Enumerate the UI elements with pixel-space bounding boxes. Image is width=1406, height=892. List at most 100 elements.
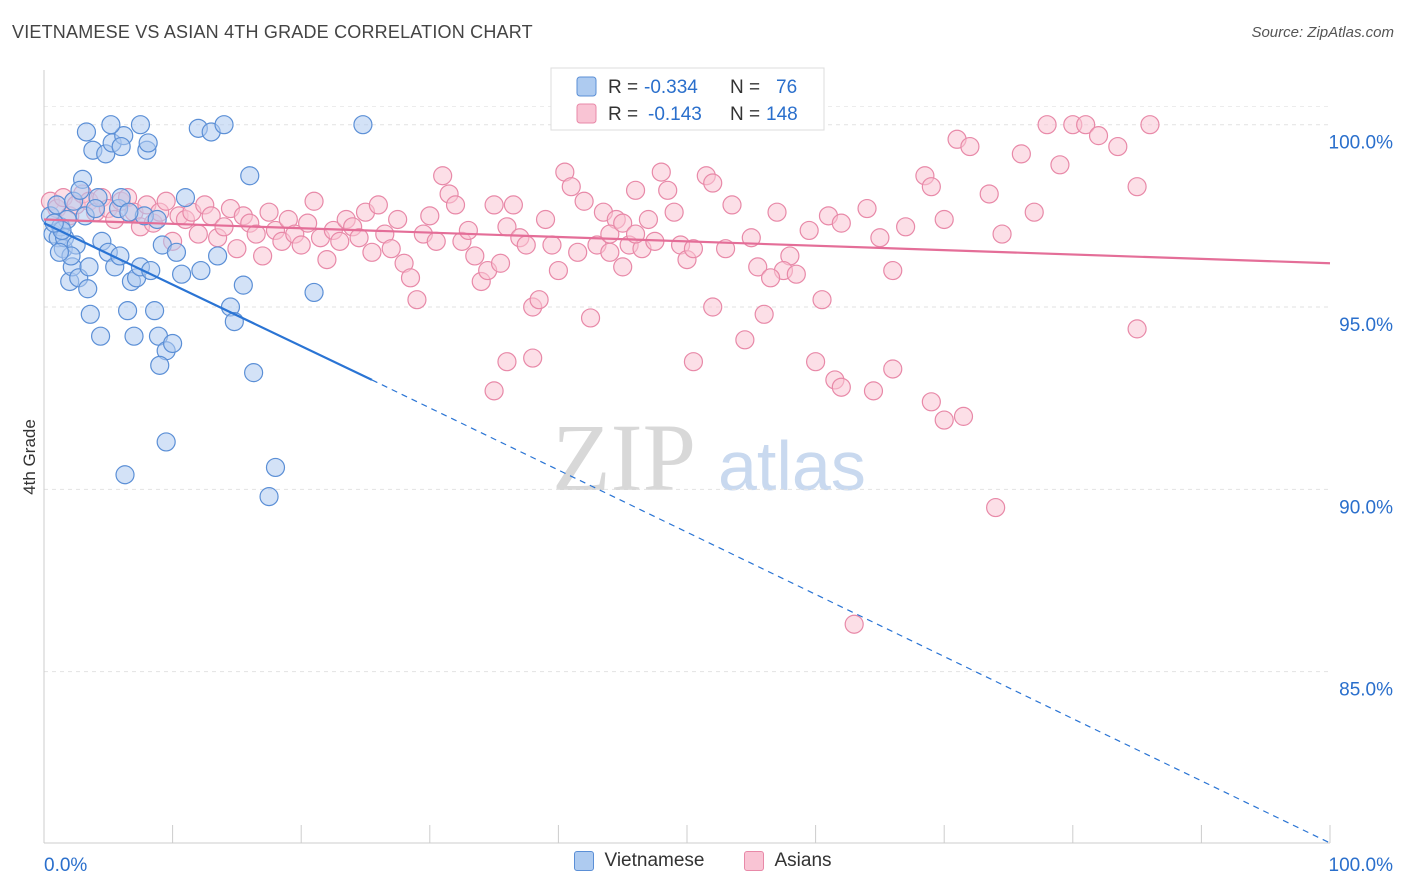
vietnamese-point [191,260,211,281]
vietnamese-point [175,188,196,208]
y-tick-label: 95.0% [1339,315,1393,336]
x-ticks [43,825,1331,843]
asians-point [658,180,678,200]
asians-point [349,228,369,248]
asians-point [388,209,408,230]
vietnamese-point [49,242,70,262]
asians-point [490,253,511,273]
vietnamese-trend-line [43,222,373,381]
asians-point [921,392,941,412]
asians-point [529,290,549,310]
asians-point [831,213,851,233]
asians-point [992,224,1012,244]
asians-point [799,220,819,241]
asians-trend-line [43,218,1331,265]
asians-point [863,381,884,401]
asians-point [368,195,388,215]
asians-point [1050,155,1070,175]
asians-point [433,166,453,186]
asians-point [651,162,671,182]
asians-point [760,268,781,288]
asians-point [844,614,864,634]
asians-point [381,239,401,259]
vietnamese-point [244,363,264,383]
asians-point [934,209,954,230]
legend-item-vietnamese[interactable]: Vietnamese [574,850,704,872]
asians-point [362,242,382,262]
asians-point [1088,126,1109,146]
asians-point [722,195,742,215]
vietnamese-swatch [576,76,597,97]
asians-point [1140,115,1160,135]
vietnamese-point [233,275,253,295]
vietnamese-point [44,213,64,233]
asians-point [703,173,723,193]
asians-point [246,224,266,244]
vietnamese-point [79,257,99,277]
vietnamese-point [156,432,176,452]
watermark-atlas: atlas [718,427,866,505]
asians-point [870,228,890,248]
asians-point [786,264,806,284]
vietnamese-point [90,326,111,346]
asians-point [735,330,755,350]
asians-point [857,198,877,219]
y-axis-label: 4th Grade [20,419,39,495]
asians-point [523,348,543,368]
vietnamese-point [353,115,373,135]
vietnamese-point [166,242,187,262]
asians-point [921,177,941,197]
asians-point [960,136,980,157]
legend-item-asians[interactable]: Asians [744,850,832,872]
watermark-zip: ZIP [552,404,696,511]
vietnamese-point [138,133,158,153]
vietnamese-point [85,198,106,219]
x-tick-label-min: 0.0% [44,855,87,876]
y-tick-label: 90.0% [1339,497,1393,518]
asians-point [291,235,311,255]
legend-label-vietnamese: Vietnamese [604,850,705,871]
asians-point [253,246,273,266]
asians-point [638,209,659,230]
chart-title: VIETNAMESE VS ASIAN 4TH GRADE CORRELATIO… [12,22,533,42]
vietnamese-point [265,457,286,478]
asians-point [883,260,903,281]
asians-point [561,177,581,197]
asians-r-value: -0.143 [648,104,702,125]
vietnamese-point [172,264,192,284]
asians-point [1076,115,1096,135]
asians-point [1024,202,1044,222]
asians-point [613,257,633,277]
asians-point [754,304,774,324]
asians-point [953,406,974,426]
vietnamese-point [124,326,144,346]
asians-point [497,352,517,372]
asians-point [484,195,504,215]
asians-point [407,290,427,310]
asians-swatch [576,103,597,124]
asians-n-value: 148 [766,104,798,125]
asians-point [259,202,279,222]
asians-point [1127,177,1147,197]
vietnamese-point [70,180,90,200]
vietnamese-point [119,202,139,222]
asians-point [465,246,485,266]
asians-point [156,191,176,211]
asians-point [805,352,826,372]
asians-point [580,308,601,328]
asians-point [741,228,761,248]
vietnamese-point [304,282,324,303]
asians-point [831,377,851,397]
vietnamese-point [163,333,183,354]
asians-point [934,410,954,430]
vietnamese-point [78,279,98,299]
stats-legend: R = -0.334 N = 76 R = -0.143 N = 148 [550,67,825,131]
vietnamese-point [214,115,234,135]
legend-swatch-vietnamese [574,851,595,871]
asians-point [703,297,723,317]
vietnamese-point [147,209,167,230]
asians-point [715,239,736,259]
asians-point [516,235,536,255]
vietnamese-point [130,115,151,135]
